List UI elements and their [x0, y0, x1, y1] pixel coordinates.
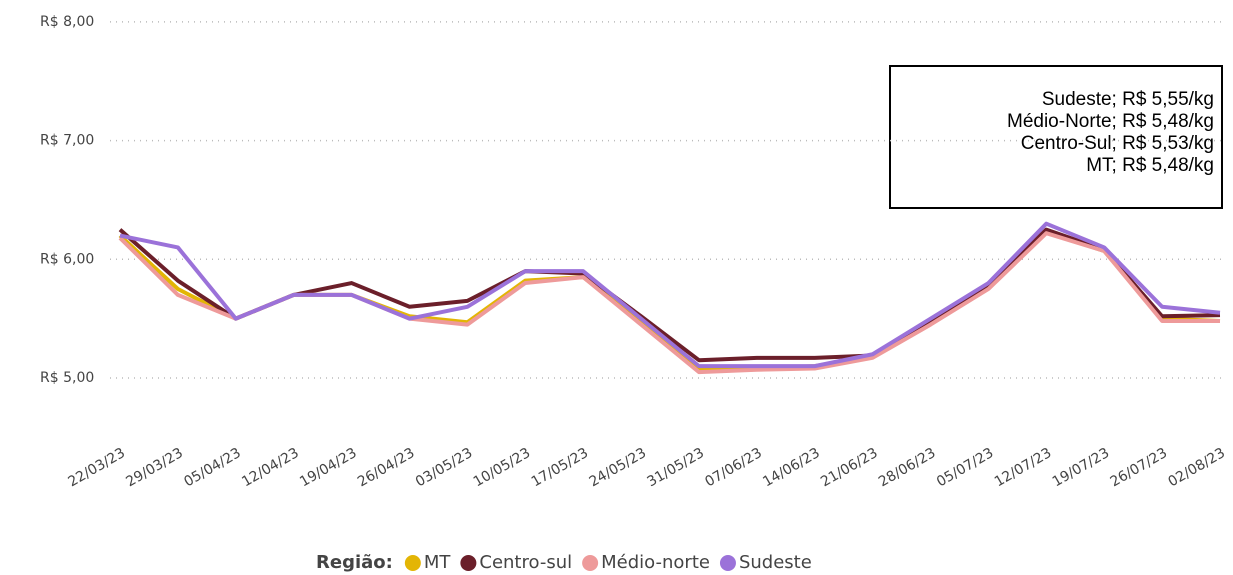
legend-marker [404, 555, 421, 571]
x-tick-label: 10/05/23 [471, 445, 533, 490]
y-tick-label: R$ 6,00 [40, 251, 94, 267]
y-tick-label: R$ 5,00 [40, 370, 94, 386]
annotation: Centro-Sul; R$ 5,53/kg [1021, 133, 1214, 154]
annotation-box [889, 65, 1223, 209]
x-tick-label: 03/05/23 [413, 445, 475, 490]
legend-marker [719, 555, 736, 571]
x-tick-label: 05/04/23 [181, 445, 243, 490]
series-line [118, 231, 1220, 375]
series-line [119, 221, 1221, 369]
annotation: Médio-Norte; R$ 5,48/kg [1007, 111, 1214, 132]
x-tick-label: 12/07/23 [992, 445, 1054, 490]
x-tick-label: 05/07/23 [934, 445, 996, 490]
x-tick-label: 21/06/23 [818, 445, 880, 490]
legend-marker [460, 555, 477, 571]
x-tick-label: 26/07/23 [1108, 445, 1170, 490]
x-tick-label: 07/06/23 [702, 445, 764, 490]
x-tick-label: 17/05/23 [529, 445, 591, 490]
y-tick-label: R$ 7,00 [40, 133, 94, 149]
y-tick-label: R$ 8,00 [40, 14, 94, 30]
legend-label: Médio-norte [601, 552, 710, 573]
legend-label: MT [424, 552, 452, 573]
x-tick-label: 02/08/23 [1166, 445, 1228, 490]
x-tick-label: 12/04/23 [239, 445, 301, 490]
legend-marker [582, 555, 599, 571]
x-tick-label: 29/03/23 [123, 445, 185, 490]
x-tick-label: 31/05/23 [644, 445, 706, 490]
x-tick-label: 24/05/23 [587, 445, 649, 490]
x-tick-label: 22/03/23 [66, 445, 128, 490]
x-tick-label: 14/06/23 [760, 445, 822, 490]
x-tick-label: 26/04/23 [355, 445, 417, 490]
x-tick-label: 19/04/23 [297, 445, 359, 490]
x-tick-label: 28/06/23 [876, 445, 938, 490]
legend-title: Região: [316, 552, 393, 573]
annotation: MT; R$ 5,48/kg [1086, 155, 1214, 176]
annotation: Sudeste; R$ 5,55/kg [1042, 89, 1214, 110]
legend-label: Centro-sul [479, 552, 572, 573]
x-tick-label: 19/07/23 [1050, 445, 1112, 490]
legend-label: Sudeste [739, 552, 812, 573]
